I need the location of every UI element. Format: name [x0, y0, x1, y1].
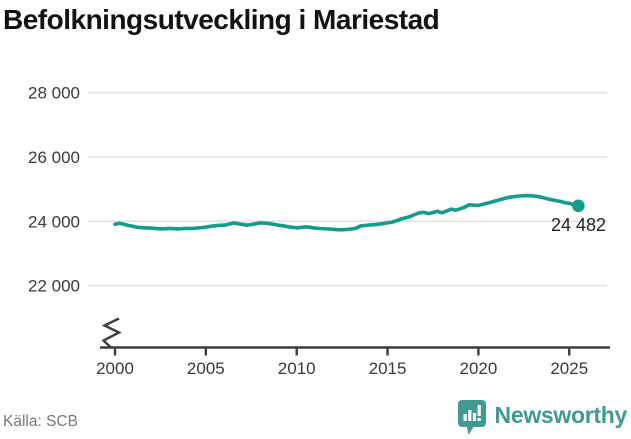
bar-2: [467, 409, 471, 421]
newsworthy-wordmark: Newsworthy: [494, 401, 628, 428]
y-axis-label-24000: 24 000: [28, 212, 80, 231]
bar-1: [463, 413, 467, 421]
bar-3: [472, 412, 476, 421]
chart-title: Befolkningsutveckling i Mariestad: [3, 4, 440, 35]
source-label: Källa: SCB: [3, 413, 78, 430]
newsworthy-speech-bubble-chart-icon: [457, 399, 486, 435]
axis-break-icon: [101, 317, 122, 349]
newsworthy-logo: Newsworthy: [457, 399, 627, 435]
x-axis-label-2000: 2000: [96, 359, 134, 378]
y-axis-label-28000: 28 000: [28, 84, 80, 103]
y-axis-label-26000: 26 000: [28, 148, 80, 167]
population-line: [113, 193, 581, 232]
x-axis-label-2025: 2025: [550, 359, 588, 378]
x-axis-label-2015: 2015: [369, 359, 407, 378]
x-axis-label-2010: 2010: [278, 359, 316, 378]
x-axis-label-2005: 2005: [187, 359, 225, 378]
y-axis-label-22000: 22 000: [28, 277, 80, 296]
exclamation-dot: [477, 417, 481, 421]
latest-value-label: 24 482: [551, 215, 606, 235]
exclamation-stem: [477, 404, 481, 416]
speech-bubble-shape: [457, 399, 486, 435]
latest-value-dot: [572, 199, 585, 213]
x-axis-label-2020: 2020: [459, 359, 497, 378]
